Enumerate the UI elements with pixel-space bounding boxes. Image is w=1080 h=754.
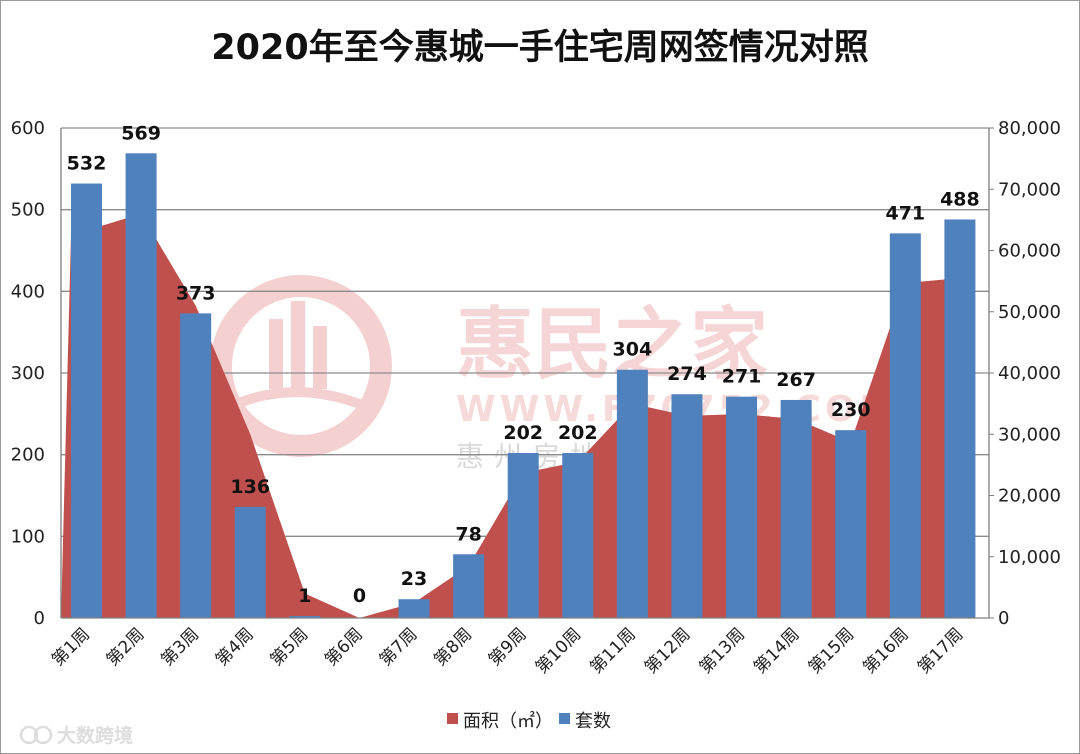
bar xyxy=(835,430,867,618)
corner-logo-icon xyxy=(19,725,53,745)
bar xyxy=(889,233,921,618)
y-right-tick-label: 50,000 xyxy=(998,302,1061,323)
bar xyxy=(616,369,648,618)
bar xyxy=(71,183,102,619)
data-label: 202 xyxy=(503,422,543,444)
y-right-tick-label: 30,000 xyxy=(998,424,1061,445)
y-right-tick-label: 70,000 xyxy=(998,179,1061,200)
y-right-tick-label: 80,000 xyxy=(998,118,1061,139)
x-tick-label: 第13周 xyxy=(696,624,749,677)
x-tick-label: 第2周 xyxy=(103,624,149,670)
y-left-tick-label: 300 xyxy=(11,363,45,384)
y-right-tick-label: 10,000 xyxy=(998,547,1061,568)
x-axis-labels: 第1周 第2周 第3周 第4周 第5周 第6周 第7周 第8周 第9周 第10周 第11周 第12周第… xyxy=(48,624,967,677)
bar xyxy=(180,313,212,618)
x-tick-label: 第16周 xyxy=(859,624,912,677)
data-label: 136 xyxy=(230,476,270,498)
bar-series xyxy=(71,153,976,619)
legend: 面积（㎡） 套数 xyxy=(447,710,611,732)
x-tick-label: 第5周 xyxy=(267,624,313,670)
data-label: 532 xyxy=(67,153,107,175)
data-label: 471 xyxy=(885,202,925,224)
x-tick-label: 第3周 xyxy=(157,624,203,670)
data-label: 23 xyxy=(401,568,427,590)
y-right-tick-label: 20,000 xyxy=(998,486,1061,507)
bar xyxy=(453,554,485,618)
x-tick-label: 第14周 xyxy=(750,624,803,677)
bar xyxy=(671,394,703,618)
data-label: 274 xyxy=(667,363,707,385)
x-tick-label: 第9周 xyxy=(485,624,531,670)
bar xyxy=(398,599,430,618)
y-left-tick-label: 100 xyxy=(11,526,45,547)
x-tick-label: 第17周 xyxy=(914,624,967,677)
legend-swatch-area xyxy=(447,713,458,724)
y-left-tick-label: 0 xyxy=(34,608,45,629)
data-label: 304 xyxy=(613,339,653,361)
x-tick-label: 第4周 xyxy=(212,624,258,670)
y-left-tick-label: 500 xyxy=(11,200,45,221)
x-tick-label: 第7周 xyxy=(376,624,422,670)
data-label: 488 xyxy=(940,188,980,210)
chart-title: 2020年至今惠城一手住宅周网签情况对照 xyxy=(211,27,868,68)
x-tick-label: 第15周 xyxy=(805,624,858,677)
corner-badge-text: 大数跨境 xyxy=(57,724,133,747)
y-left-tick-label: 600 xyxy=(11,118,45,139)
x-tick-label: 第1周 xyxy=(48,624,94,670)
y-right-tick-label: 40,000 xyxy=(998,363,1061,384)
data-labels: 532 569 373 136 1 0 23 78 202 202 304 274 271 267 230 4… xyxy=(67,122,980,607)
y-axis-right: 0 10,000 20,000 30,000 40,000 50,000 60,000 70,… xyxy=(989,118,1061,629)
data-label: 230 xyxy=(831,399,871,421)
bar xyxy=(944,219,976,618)
corner-badge: 大数跨境 xyxy=(19,724,133,747)
legend-label-bar: 套数 xyxy=(575,711,611,732)
y-right-tick-label: 60,000 xyxy=(998,241,1061,262)
data-label: 0 xyxy=(353,585,366,607)
x-tick-label: 第11周 xyxy=(586,624,639,677)
bar xyxy=(726,396,758,618)
x-tick-label: 第12周 xyxy=(641,624,694,677)
x-tick-label: 第6周 xyxy=(321,624,367,670)
data-label: 1 xyxy=(298,585,311,607)
y-axis-left: 0 100 200 300 400 500 600 xyxy=(11,118,45,629)
bar xyxy=(125,153,157,619)
y-left-tick-label: 400 xyxy=(11,281,45,302)
data-label: 202 xyxy=(558,422,598,444)
data-label: 78 xyxy=(455,523,481,545)
bar xyxy=(562,453,594,618)
bar xyxy=(289,616,321,618)
data-label: 373 xyxy=(176,282,216,304)
data-label: 271 xyxy=(722,366,762,388)
x-tick-label: 第10周 xyxy=(532,624,585,677)
bar xyxy=(507,453,539,618)
data-label: 569 xyxy=(121,122,161,144)
watermark-brand: 惠民之家 xyxy=(456,300,768,390)
y-right-tick-label: 0 xyxy=(998,608,1009,629)
legend-label-area: 面积（㎡） xyxy=(463,710,553,732)
y-left-tick-label: 200 xyxy=(11,445,45,466)
x-tick-label: 第8周 xyxy=(430,624,476,670)
bar xyxy=(780,399,812,618)
legend-swatch-bar xyxy=(559,713,570,724)
data-label: 267 xyxy=(776,369,816,391)
bar xyxy=(234,506,266,618)
